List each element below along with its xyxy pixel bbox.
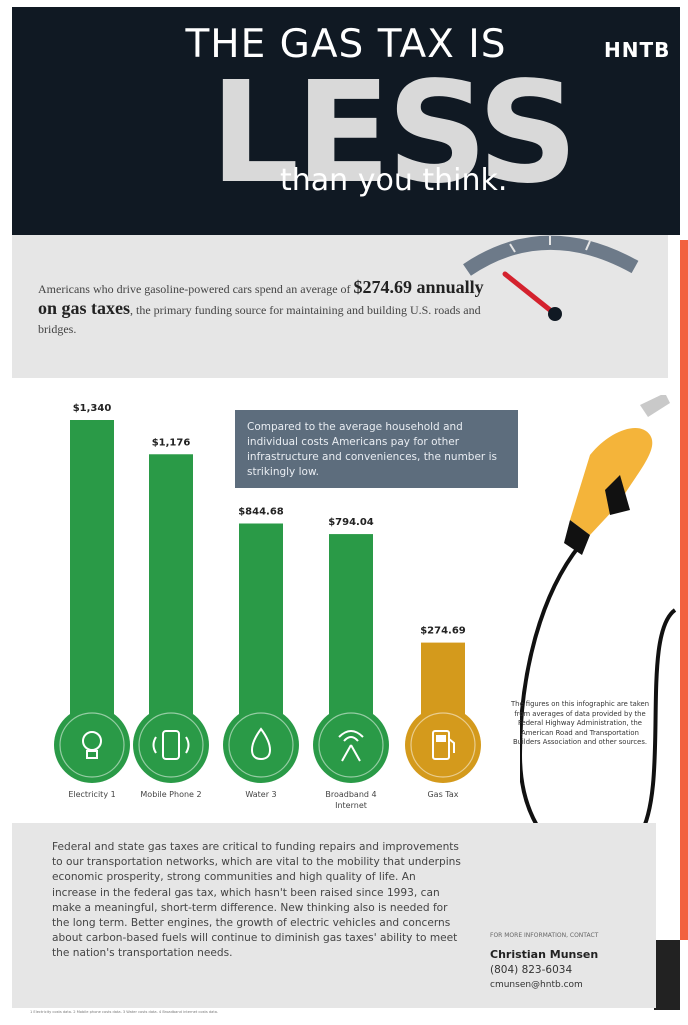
intro-pre: Americans who drive gasoline-powered car… <box>38 282 354 296</box>
callout-box: Compared to the average household and in… <box>235 410 518 488</box>
intro-text: Americans who drive gasoline-powered car… <box>38 278 488 339</box>
bar-value-label: $794.04 <box>328 517 374 528</box>
category-label: Gas Tax <box>427 790 458 799</box>
contact-name: Christian Munsen <box>490 948 598 961</box>
category-label: Water 3 <box>245 790 276 799</box>
decorative-block <box>654 940 680 1010</box>
icon-glyph <box>436 735 446 742</box>
title-bottom: than you think. <box>280 163 507 198</box>
bar-value-label: $1,340 <box>73 403 112 414</box>
bar-value-label: $1,176 <box>152 437 191 448</box>
bar-2 <box>149 454 193 740</box>
brand-logo: HNTB <box>604 38 670 62</box>
category-label: Electricity 1 <box>68 790 115 799</box>
fuel-pump-icon <box>405 707 481 783</box>
bar-value-label: $844.68 <box>238 506 284 517</box>
contact-lead: FOR MORE INFORMATION, CONTACT <box>490 932 640 939</box>
lightbulb-icon <box>54 707 130 783</box>
category-label: Mobile Phone 2 <box>140 790 201 799</box>
bar-1 <box>70 420 114 740</box>
category-label: Broadband 4 <box>325 790 376 799</box>
mobile-phone-icon <box>133 707 209 783</box>
body-text: Federal and state gas taxes are critical… <box>52 840 462 962</box>
contact-phone: (804) 823-6034 <box>490 964 572 976</box>
bar-value-label: $274.69 <box>420 626 466 637</box>
category-label-line2: Internet <box>335 801 367 810</box>
sources-footer: 1 Electricity costs data. 2 Mobile phone… <box>30 1010 670 1022</box>
water-drop-icon <box>223 707 299 783</box>
decorative-stripe <box>680 240 688 940</box>
gauge-icon <box>455 222 685 332</box>
footnote-text: The figures on this infographic are take… <box>510 700 650 830</box>
contact-email[interactable]: cmunsen@hntb.com <box>490 980 583 990</box>
